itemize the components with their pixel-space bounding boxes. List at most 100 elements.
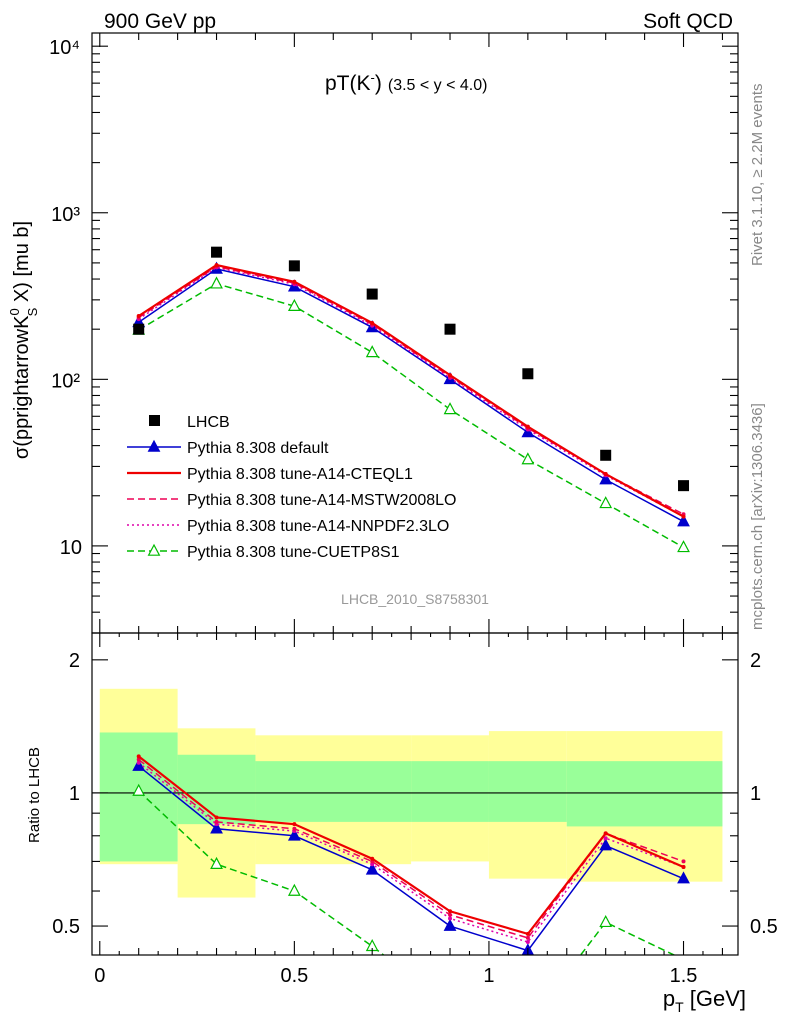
y-tick-label: 10⁴ — [49, 37, 80, 59]
legend-label-0: Pythia 8.308 default — [187, 440, 329, 457]
series-line-4 — [138, 282, 684, 549]
series-point-0 — [677, 514, 690, 527]
y-tick-label: 10 — [60, 537, 82, 559]
ratio-series-point-0 — [599, 838, 613, 851]
x-axis-label-rest: [GeV] — [684, 986, 746, 1011]
legend: LHCB Pythia 8.308 default Pythia 8.308 tun… — [127, 414, 456, 561]
y-axis-label-sup: 0 — [7, 308, 22, 315]
data-point — [678, 480, 690, 492]
series-point-1 — [214, 263, 219, 268]
series-point-1 — [292, 279, 297, 284]
x-tick-label: 0.5 — [280, 965, 308, 987]
ratio-series-point-4 — [599, 914, 613, 928]
series-point-1 — [370, 320, 375, 325]
series-line-3 — [138, 266, 684, 518]
ratio-series-point-4 — [210, 856, 223, 869]
legend-marker-data — [149, 415, 160, 426]
plot-title-close: ) — [375, 72, 382, 95]
ratio-series-point-2 — [292, 826, 297, 831]
series-point-4 — [599, 496, 613, 509]
data-point — [288, 260, 300, 272]
data-point — [211, 246, 223, 258]
ratio-series-point-0 — [210, 821, 223, 834]
x-axis-label: pT [GeV] — [663, 986, 746, 1015]
ratio-series-point-1 — [448, 909, 453, 914]
ratio-series-line-3 — [138, 762, 684, 943]
series-point-4 — [287, 298, 301, 311]
legend-label-data: LHCB — [187, 414, 230, 431]
series-point-4 — [443, 402, 457, 415]
ratio-y-axis-label: Ratio to LHCB — [26, 747, 43, 843]
series-point-1 — [681, 514, 686, 519]
series-point-1 — [136, 313, 141, 318]
ratio-series-point-1 — [603, 831, 608, 836]
ratio-series-point-3 — [603, 836, 608, 841]
ratio-tick-label-left: 0.5 — [52, 916, 80, 938]
series-point-1 — [525, 424, 530, 429]
ratio-series-point-2 — [448, 912, 453, 917]
ratio-tick-label-left: 1 — [69, 783, 80, 805]
data-point — [522, 368, 534, 380]
ratio-plot-frame — [91, 632, 739, 956]
plot-title-main: pT(K — [325, 72, 371, 95]
series-line-0 — [138, 268, 684, 523]
ratio-series-point-4 — [287, 883, 301, 896]
uncertainty-band-green — [488, 761, 567, 822]
legend-label-2: Pythia 8.308 tune-A14-MSTW2008LO — [187, 492, 456, 509]
y-axis-label-rest: X) [mu b] — [11, 221, 33, 308]
legend-label-3: Pythia 8.308 tune-A14-NNPDF2.3LO — [187, 518, 449, 535]
plot-title-sup: - — [371, 70, 375, 85]
series-point-4 — [521, 452, 535, 465]
ratio-series-point-2 — [214, 819, 219, 824]
ratio-series-point-3 — [448, 916, 453, 921]
ratio-series-point-1 — [681, 864, 686, 869]
header-right: Soft QCD — [643, 10, 733, 33]
ratio-series-point-0 — [677, 871, 690, 884]
series-point-4 — [365, 345, 379, 358]
ratio-series-point-0 — [287, 828, 301, 841]
legend-marker-0 — [147, 439, 161, 452]
ratio-series-point-2 — [525, 935, 530, 940]
data-point — [444, 323, 456, 335]
series-point-4 — [677, 540, 690, 553]
ratio-series-line-0 — [138, 765, 684, 952]
main-plot — [132, 246, 690, 553]
x-axis-label-main: p — [663, 986, 675, 1011]
uncertainty-band-green — [566, 761, 723, 827]
ratio-tick-label-right: 1 — [750, 783, 761, 805]
series-point-0 — [599, 472, 613, 485]
ratio-series-point-1 — [525, 931, 530, 936]
ratio-tick-label-left: 2 — [69, 650, 80, 672]
data-point — [600, 449, 612, 461]
ratio-series-point-1 — [292, 822, 297, 827]
legend-marker-4 — [147, 543, 161, 556]
ratio-series-point-4 — [132, 783, 146, 796]
uncertainty-band-green — [99, 732, 178, 862]
series-point-1 — [603, 472, 608, 477]
y-tick-label: 10³ — [51, 204, 80, 226]
header-left: 900 GeV pp — [104, 10, 216, 33]
ratio-series-point-2 — [136, 757, 141, 762]
series-point-4 — [210, 276, 223, 289]
uncertainty-band-green — [411, 761, 489, 822]
ratio-tick-label-right: 0.5 — [750, 916, 778, 938]
main-plot-frame — [91, 32, 739, 634]
ratio-series-point-2 — [681, 859, 686, 864]
y-axis-label-main: σ(pprightarrowK — [11, 315, 33, 459]
series-line-1 — [138, 263, 685, 518]
plot-title-range: (3.5 < y < 4.0) — [388, 77, 488, 94]
ratio-series-point-3 — [136, 760, 141, 765]
plot-title: pT(K-) (3.5 < y < 4.0) — [325, 70, 487, 95]
ratio-series-point-0 — [443, 918, 457, 931]
data-point — [133, 323, 145, 335]
uncertainty-band-green — [177, 754, 256, 825]
ratio-series-point-0 — [365, 862, 379, 875]
series-point-1 — [448, 373, 453, 378]
x-tick-label: 1.5 — [670, 965, 698, 987]
ratio-series-point-3 — [525, 940, 530, 945]
y-axis-label-sub: S — [25, 307, 40, 316]
ratio-series-point-1 — [370, 856, 375, 861]
ratio-series-point-3 — [370, 862, 375, 867]
analysis-id: LHCB_2010_S8758301 — [341, 591, 489, 607]
x-tick-label: 0 — [94, 965, 105, 987]
